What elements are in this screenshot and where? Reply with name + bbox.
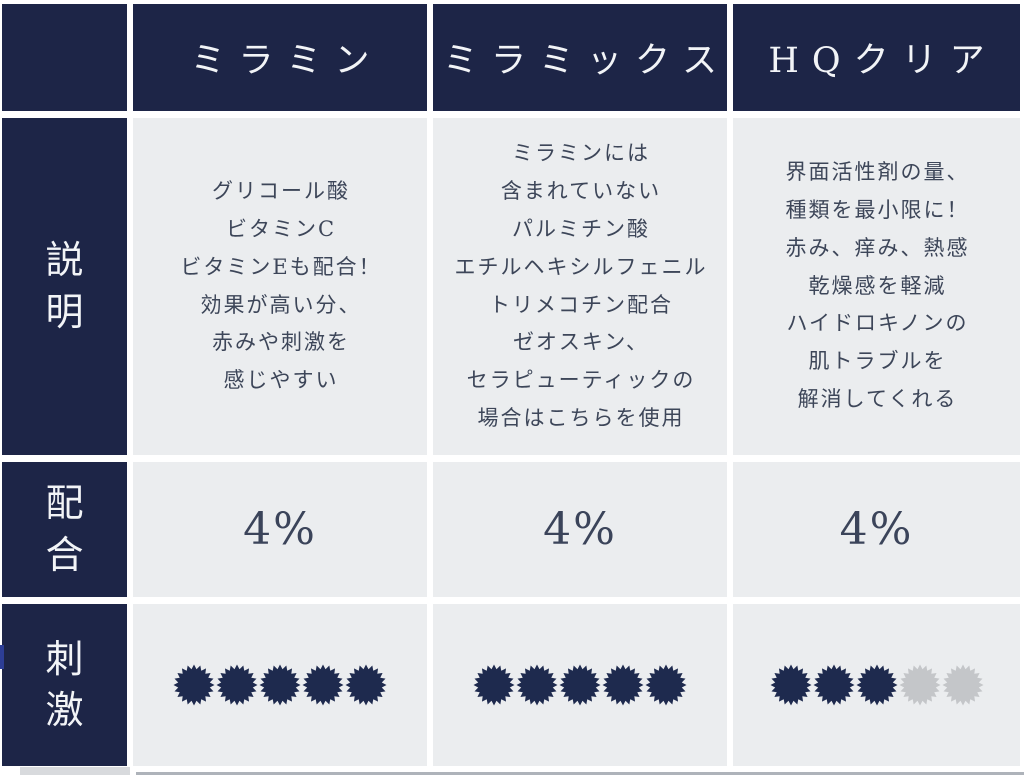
burst-icon [645,664,687,706]
column-header-hqclear: HQクリア [733,4,1020,111]
burst-icon [473,664,515,706]
left-edge-accent [0,645,4,669]
row-label: 刺 激 [45,636,84,732]
irritation-cell-hqclear [733,604,1020,766]
burst-icon [302,664,344,706]
burst-icon [770,664,811,706]
row-label: 配 合 [45,481,84,577]
row-header-irritation: 刺 激 [2,604,127,766]
description-text: ミラミンには 含まれていない パルミチン酸 エチルヘキシルフェニル トリメコチン… [454,141,708,430]
irritation-rating [473,664,687,706]
burst-icon [216,664,258,706]
row-header-concentration: 配 合 [2,462,127,597]
product-name: HQクリア [768,41,998,81]
product-name: ミラミックス [443,41,730,81]
concentration-cell-miramin: 4% [133,462,427,597]
burst-icon [899,664,940,706]
column-header-miramin: ミラミン [133,4,427,111]
product-name: ミラミン [190,41,383,81]
burst-icon [942,664,983,706]
description-text: グリコール酸 ビタミンC ビタミンEも配合！ 効果が高い分、 赤みや刺激を 感じ… [180,179,382,393]
comparison-table: ミラミン ミラミックス HQクリア 説 明 グリコール酸 ビタミンC ビタミンE… [2,4,1020,766]
concentration-cell-miramix: 4% [433,462,727,597]
concentration-cell-hqclear: 4% [733,462,1020,597]
irritation-cell-miramix [433,604,727,766]
concentration-value: 4% [243,504,317,555]
bottom-divider [136,772,1024,775]
irritation-rating [770,664,984,706]
burst-icon [813,664,854,706]
corner-cell [2,4,127,111]
burst-icon [173,664,215,706]
description-cell-hqclear: 界面活性剤の量、 種類を最小限に！ 赤み、痒み、熱感 乾燥感を軽減 ハイドロキノ… [733,118,1020,455]
description-cell-miramix: ミラミンには 含まれていない パルミチン酸 エチルヘキシルフェニル トリメコチン… [433,118,727,455]
burst-icon [259,664,301,706]
burst-icon [856,664,897,706]
irritation-cell-miramin [133,604,427,766]
burst-icon [602,664,644,706]
description-text: 界面活性剤の量、 種類を最小限に！ 赤み、痒み、熱感 乾燥感を軽減 ハイドロキノ… [785,160,970,411]
irritation-rating [173,664,387,706]
row-header-description: 説 明 [2,118,127,455]
bottom-left-shadow [20,767,130,775]
burst-icon [345,664,387,706]
column-header-miramix: ミラミックス [433,4,727,111]
row-label: 説 明 [45,238,84,334]
concentration-value: 4% [839,504,914,555]
burst-icon [516,664,558,706]
concentration-value: 4% [543,504,617,555]
description-cell-miramin: グリコール酸 ビタミンC ビタミンEも配合！ 効果が高い分、 赤みや刺激を 感じ… [133,118,427,455]
burst-icon [559,664,601,706]
